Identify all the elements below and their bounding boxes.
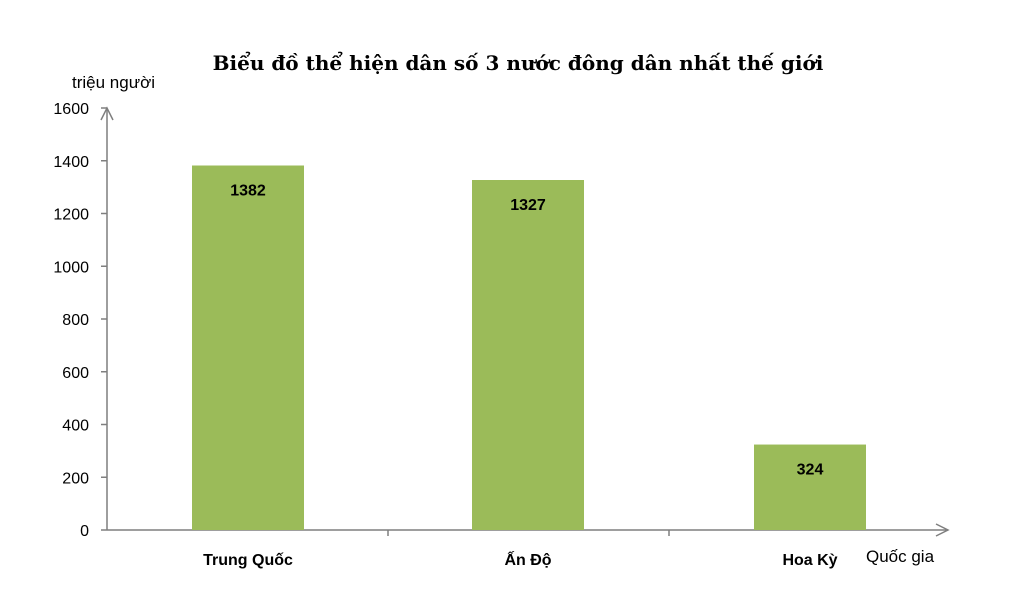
y-tick-label: 1000 <box>53 259 89 276</box>
bar-data-label: 1382 <box>230 182 266 199</box>
x-category-label: Hoa Kỳ <box>782 552 837 569</box>
y-axis: 0 200 400 600 800 1000 1200 1400 1600 <box>53 101 114 540</box>
data-labels-group: 1382 1327 324 <box>230 182 823 478</box>
x-axis: Trung Quốc Ấn Độ Hoa Kỳ <box>107 523 950 569</box>
x-category-label: Ấn Độ <box>504 550 551 569</box>
x-category-label: Trung Quốc <box>203 552 293 569</box>
y-tick-label: 0 <box>80 523 89 540</box>
y-tick-label: 1400 <box>53 154 89 171</box>
y-tick-label: 600 <box>62 365 89 382</box>
bars-group <box>192 165 866 530</box>
y-tick-label: 1600 <box>53 101 89 118</box>
bar-data-label: 1327 <box>510 197 546 214</box>
y-tick-label: 200 <box>62 470 89 487</box>
bar <box>472 180 584 530</box>
y-tick-label: 1200 <box>53 207 89 224</box>
y-axis-label: triệu người <box>72 73 155 92</box>
y-tick-label: 400 <box>62 418 89 435</box>
bar <box>192 165 304 530</box>
chart-title: Biểu đồ thể hiện dân số 3 nước đông dân … <box>213 50 824 75</box>
bar-data-label: 324 <box>797 462 824 479</box>
x-axis-label: Quốc gia <box>866 547 935 566</box>
x-axis-arrow <box>935 523 950 537</box>
bar <box>754 444 866 530</box>
y-tick-label: 800 <box>62 312 89 329</box>
